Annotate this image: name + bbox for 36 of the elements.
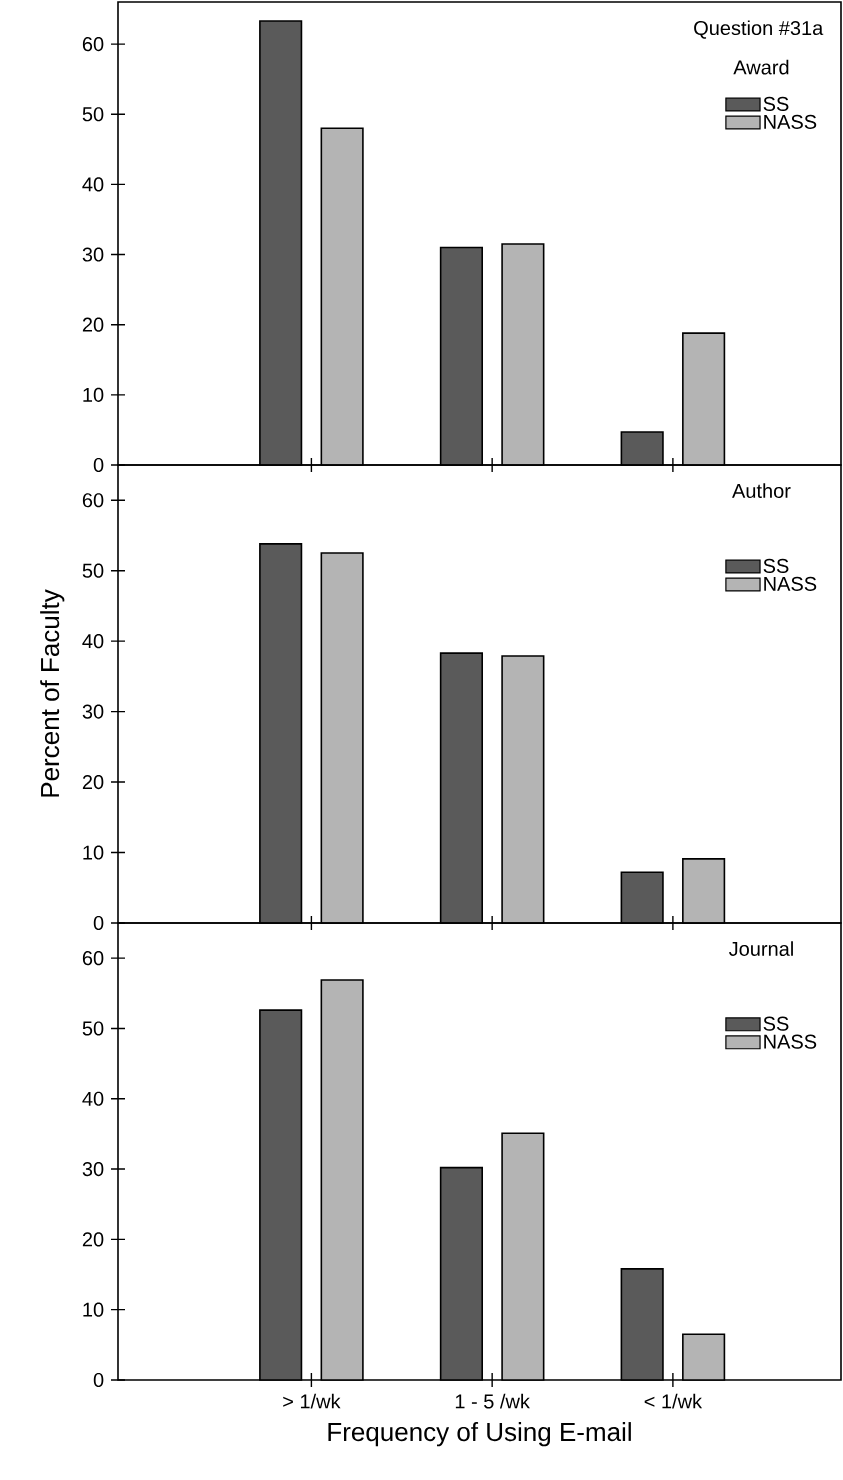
x-tick-label: < 1/wk — [644, 1393, 703, 1409]
y-tick-label: 20 — [82, 1232, 104, 1247]
legend-label: SS — [763, 558, 789, 573]
y-tick-label: 20 — [82, 317, 104, 332]
x-tick-label: 1 - 5 /wk — [455, 1393, 530, 1409]
legend-label: NASS — [764, 114, 817, 129]
y-tick-label: 0 — [93, 1372, 104, 1388]
legend-label: NASS — [764, 1034, 817, 1049]
y-tick-label: 30 — [82, 704, 104, 719]
y-tick-label: 60 — [82, 493, 104, 508]
y-tick-label: 60 — [82, 37, 104, 52]
y-tick-label: 10 — [83, 1302, 104, 1317]
legend-label: SS — [763, 96, 789, 111]
text: Question #31a — [694, 20, 824, 39]
x-axis-title: Frequency of Using E-mail — [328, 1422, 631, 1447]
y-axis-title: Percent of Faculty — [40, 589, 65, 797]
y-tick-label: 10 — [83, 845, 104, 860]
y-tick-label: 40 — [82, 634, 104, 649]
y-tick-label: 0 — [93, 915, 104, 931]
text: Author — [732, 483, 791, 498]
y-tick-label: 10 — [83, 387, 104, 402]
y-tick-label: 20 — [82, 774, 104, 790]
legend-label: NASS — [764, 576, 817, 591]
x-tick-label: > 1/wk — [283, 1393, 341, 1409]
y-tick-label: 50 — [82, 563, 104, 578]
y-tick-label: 50 — [82, 107, 104, 122]
y-tick-label: 30 — [82, 247, 104, 262]
legend-label: SS — [763, 1016, 789, 1031]
text: Award — [733, 59, 789, 75]
y-tick-label: 40 — [82, 1091, 104, 1106]
text: Journal — [728, 941, 793, 956]
y-tick-label: 0 — [93, 457, 104, 473]
y-tick-label: 30 — [82, 1161, 104, 1177]
y-tick-label: 60 — [82, 951, 104, 966]
y-tick-label: 40 — [82, 177, 104, 192]
y-tick-label: 50 — [82, 1021, 104, 1036]
